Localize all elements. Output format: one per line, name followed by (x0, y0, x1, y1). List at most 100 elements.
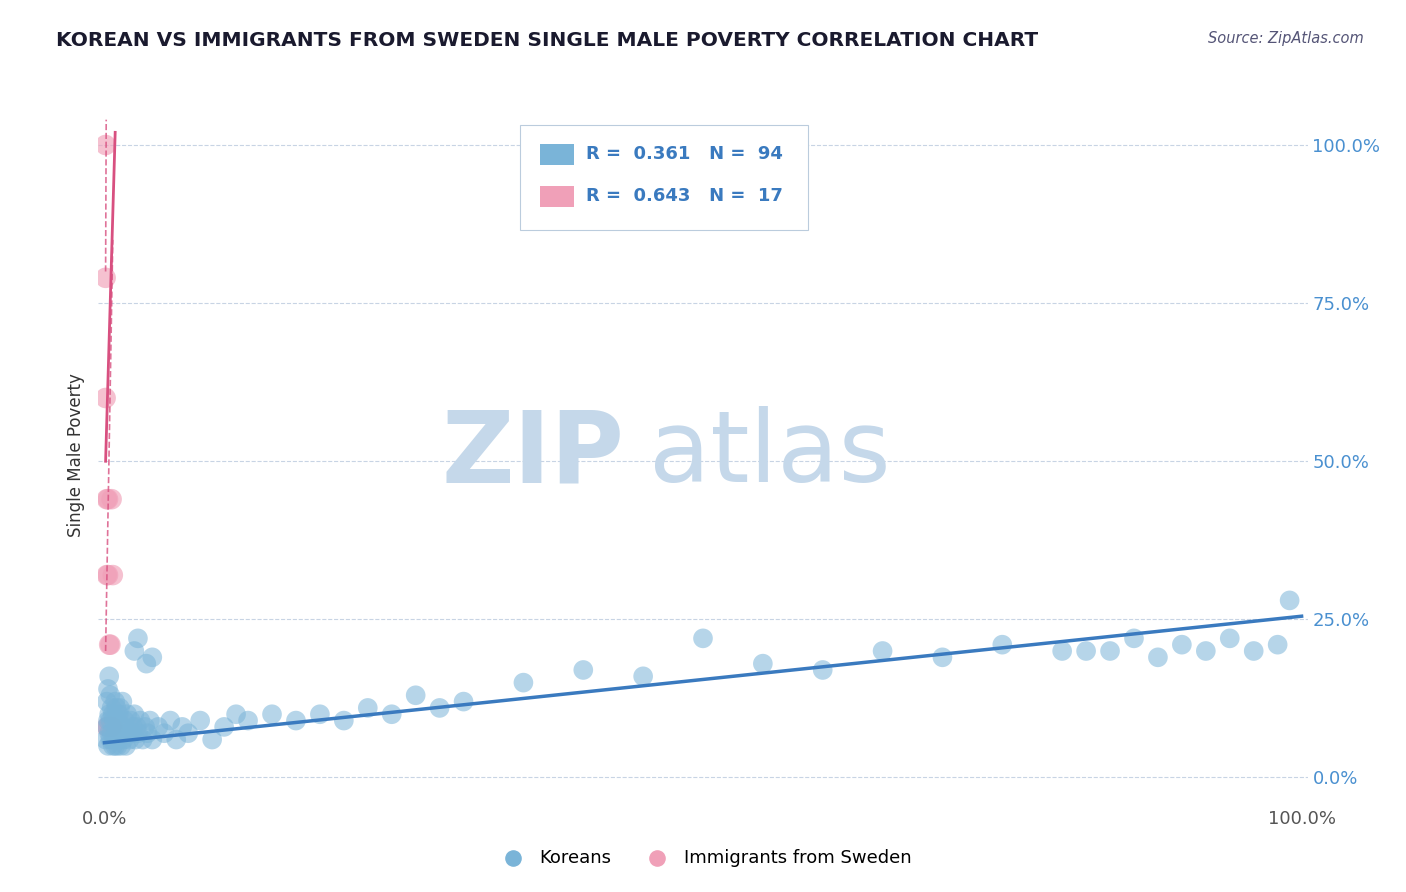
Point (381, 707, 404, 722)
Point (105, 701, 128, 715)
Point (96, 720, 118, 734)
Point (101, 720, 124, 734)
Point (117, 726, 139, 740)
Point (132, 732, 155, 747)
Point (284, 714, 307, 728)
Point (100, 638, 122, 652)
Point (309, 707, 332, 722)
Point (94, 138, 117, 153)
Point (94, 270, 117, 285)
Point (108, 726, 131, 740)
Point (260, 707, 283, 722)
Point (1050, 644, 1073, 658)
Point (101, 707, 124, 722)
Point (100, 732, 122, 747)
Point (104, 695, 127, 709)
Point (97, 681, 120, 696)
Point (105, 726, 128, 740)
Point (107, 714, 129, 728)
Point (98, 720, 121, 734)
Point (94, 732, 117, 747)
Point (97, 714, 120, 728)
Point (453, 695, 475, 709)
Point (100, 720, 122, 734)
Point (177, 726, 200, 740)
Point (872, 644, 894, 658)
Point (357, 701, 380, 715)
Point (811, 663, 834, 677)
Point (135, 657, 157, 671)
Point (165, 732, 187, 747)
Point (159, 714, 181, 728)
Point (115, 739, 138, 753)
Point (110, 739, 132, 753)
Point (134, 720, 156, 734)
Point (172, 720, 194, 734)
Point (96, 568, 118, 582)
Point (96, 492, 118, 507)
Point (98, 726, 121, 740)
Point (98, 669, 121, 683)
Point (98, 638, 121, 652)
Point (97, 720, 120, 734)
Point (125, 720, 148, 734)
Point (429, 701, 451, 715)
Point (236, 714, 259, 728)
Point (1099, 644, 1122, 658)
Point (112, 732, 135, 747)
Point (103, 732, 125, 747)
Point (129, 714, 152, 728)
Text: KOREAN VS IMMIGRANTS FROM SWEDEN SINGLE MALE POVERTY CORRELATION CHART: KOREAN VS IMMIGRANTS FROM SWEDEN SINGLE … (56, 31, 1039, 50)
Point (94, 391, 117, 405)
Point (100, 714, 122, 728)
Point (1147, 650, 1170, 665)
Point (201, 732, 224, 747)
Point (1171, 638, 1194, 652)
Point (97, 568, 120, 582)
Point (115, 707, 138, 722)
Text: Source: ZipAtlas.com: Source: ZipAtlas.com (1208, 31, 1364, 46)
Point (148, 720, 170, 734)
Point (118, 732, 141, 747)
Point (188, 714, 211, 728)
Point (153, 726, 176, 740)
Point (104, 739, 127, 753)
Legend: Koreans, Immigrants from Sweden: Koreans, Immigrants from Sweden (488, 841, 918, 874)
Point (103, 714, 125, 728)
Y-axis label: Single Male Poverty: Single Male Poverty (67, 373, 86, 537)
Point (114, 714, 136, 728)
Point (127, 632, 149, 646)
Point (107, 739, 129, 753)
Text: R =  0.643   N =  17: R = 0.643 N = 17 (586, 187, 783, 205)
Point (333, 714, 356, 728)
Point (1074, 644, 1097, 658)
Point (141, 732, 163, 747)
Point (692, 632, 714, 646)
Point (512, 675, 534, 690)
Point (101, 739, 124, 753)
Point (931, 650, 953, 665)
Point (991, 638, 1014, 652)
Point (121, 726, 143, 740)
Point (101, 568, 124, 582)
Point (1278, 593, 1301, 607)
Point (124, 707, 146, 722)
Point (136, 726, 159, 740)
Point (631, 669, 654, 683)
Point (108, 701, 131, 715)
Point (96, 695, 118, 709)
Point (100, 720, 122, 734)
Point (127, 726, 149, 740)
Point (107, 732, 129, 747)
Text: R =  0.361   N =  94: R = 0.361 N = 94 (586, 145, 783, 163)
Point (122, 720, 145, 734)
Point (225, 707, 247, 722)
Point (107, 707, 129, 722)
Point (97, 739, 120, 753)
Point (100, 492, 122, 507)
Point (120, 714, 142, 728)
Point (1123, 632, 1146, 646)
Point (96, 720, 118, 734)
Point (405, 688, 427, 702)
Point (1195, 644, 1218, 658)
